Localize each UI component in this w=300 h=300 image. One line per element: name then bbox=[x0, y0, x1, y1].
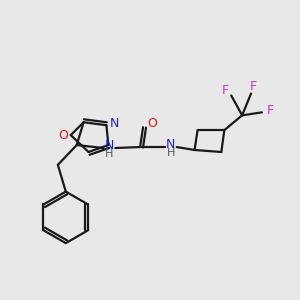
Text: F: F bbox=[222, 84, 229, 97]
Text: H: H bbox=[167, 148, 175, 158]
Text: F: F bbox=[266, 104, 273, 117]
Text: F: F bbox=[250, 80, 256, 93]
Text: H: H bbox=[105, 149, 114, 159]
Text: N: N bbox=[105, 139, 114, 152]
Text: N: N bbox=[110, 117, 119, 130]
Text: N: N bbox=[166, 138, 176, 151]
Text: O: O bbox=[147, 117, 157, 130]
Text: O: O bbox=[58, 129, 68, 142]
